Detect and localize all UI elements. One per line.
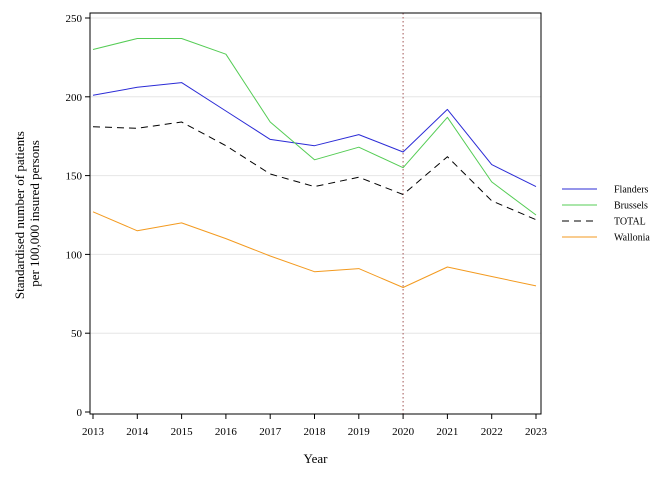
x-tick-label-2021: 2021	[436, 426, 458, 438]
x-tick-label-2022: 2022	[481, 426, 503, 438]
y-axis: 0 50 100 150 200 250	[66, 13, 90, 419]
series-line-brussels	[92, 38, 537, 216]
y-axis-title-line-1: Standardised number of patients	[12, 131, 27, 299]
x-axis: 2013 2014 2015 2016 2017 2018 2019 2020 2021 2022…	[82, 414, 548, 438]
x-tick-label-2013: 2013	[82, 426, 105, 438]
legend: Flanders Brussels TOTAL Wallonia	[562, 185, 650, 244]
y-tick-label-50: 50	[71, 328, 83, 340]
plot-frame	[89, 12, 542, 415]
series-line-wallonia	[92, 211, 537, 288]
y-tick-label-100: 100	[66, 249, 83, 261]
x-tick-label-2014: 2014	[126, 426, 149, 438]
x-tick-label-2020: 2020	[392, 426, 415, 438]
x-tick-label-2016: 2016	[215, 426, 238, 438]
series-layer	[92, 38, 537, 288]
y-axis-title-line-2: per 100,000 insured persons	[27, 140, 42, 287]
legend-label-wallonia: Wallonia	[614, 233, 650, 244]
series-line-flanders	[92, 82, 537, 188]
legend-label-total: TOTAL	[614, 217, 646, 228]
series-line-total	[92, 121, 537, 221]
y-tick-label-200: 200	[66, 92, 83, 104]
x-tick-label-2017: 2017	[259, 426, 282, 438]
gridlines	[90, 17, 541, 334]
legend-label-brussels: Brussels	[614, 201, 648, 212]
x-axis-title: Year	[304, 451, 329, 466]
legend-label-flanders: Flanders	[614, 185, 649, 196]
x-tick-label-2015: 2015	[171, 426, 194, 438]
y-tick-label-0: 0	[77, 407, 83, 419]
y-tick-label-150: 150	[66, 171, 83, 183]
y-axis-title: Standardised number of patients per 100,…	[12, 128, 42, 299]
x-tick-label-2023: 2023	[525, 426, 548, 438]
x-tick-label-2019: 2019	[348, 426, 371, 438]
y-tick-label-250: 250	[66, 13, 83, 25]
x-tick-label-2018: 2018	[304, 426, 327, 438]
